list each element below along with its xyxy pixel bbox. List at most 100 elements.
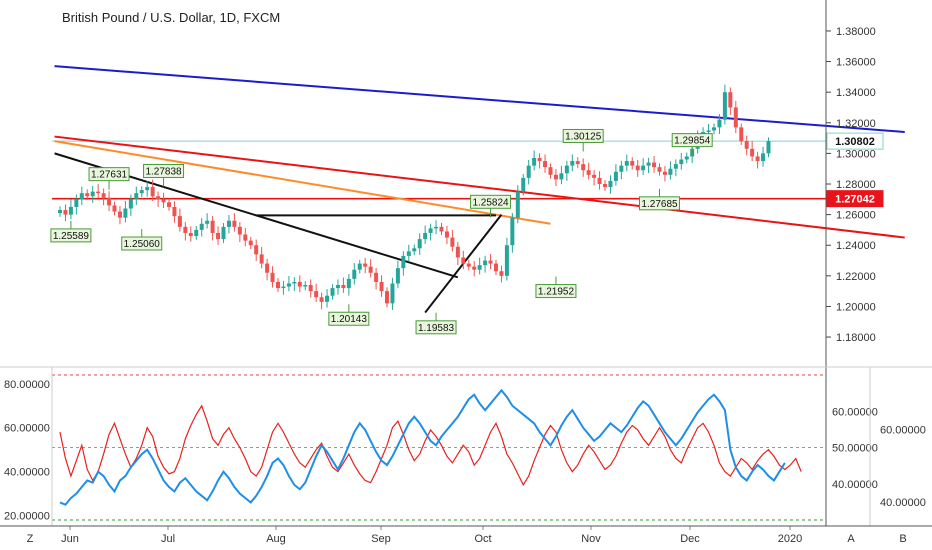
candle[interactable] bbox=[739, 123, 744, 145]
candle[interactable] bbox=[417, 233, 422, 255]
candle[interactable] bbox=[510, 212, 515, 253]
candle[interactable] bbox=[183, 222, 188, 241]
candle[interactable] bbox=[363, 257, 368, 274]
candle[interactable] bbox=[374, 268, 379, 290]
candle[interactable] bbox=[292, 277, 297, 291]
candle[interactable] bbox=[237, 222, 242, 243]
candle[interactable] bbox=[150, 179, 155, 201]
indicator-series-line[interactable] bbox=[59, 388, 786, 506]
candle[interactable] bbox=[444, 225, 449, 245]
candle[interactable] bbox=[564, 160, 569, 181]
candle[interactable] bbox=[521, 174, 526, 196]
candle[interactable] bbox=[101, 188, 106, 206]
candle[interactable] bbox=[319, 292, 324, 310]
candle[interactable] bbox=[450, 230, 455, 252]
candle[interactable] bbox=[96, 184, 101, 198]
candle[interactable] bbox=[466, 259, 471, 271]
candle[interactable] bbox=[428, 223, 433, 241]
candle[interactable] bbox=[412, 244, 417, 256]
candle[interactable] bbox=[548, 163, 553, 179]
candle[interactable] bbox=[286, 275, 291, 292]
trend-line[interactable] bbox=[54, 65, 905, 133]
candle[interactable] bbox=[646, 157, 651, 174]
candle[interactable] bbox=[243, 227, 248, 247]
candle[interactable] bbox=[254, 239, 259, 261]
candle[interactable] bbox=[276, 278, 280, 292]
candle[interactable] bbox=[352, 263, 357, 285]
candle[interactable] bbox=[722, 84, 727, 125]
candle[interactable] bbox=[717, 114, 722, 134]
candle[interactable] bbox=[248, 236, 253, 250]
candle[interactable] bbox=[270, 266, 275, 288]
candle[interactable] bbox=[188, 226, 193, 242]
candle[interactable] bbox=[603, 180, 607, 191]
candle[interactable] bbox=[537, 153, 542, 169]
candle[interactable] bbox=[314, 283, 319, 302]
candle[interactable] bbox=[68, 199, 73, 220]
candle[interactable] bbox=[455, 242, 460, 265]
candle[interactable] bbox=[357, 259, 362, 274]
indicator-series-line[interactable] bbox=[59, 404, 802, 487]
candle[interactable] bbox=[205, 213, 210, 229]
candle[interactable] bbox=[145, 181, 150, 197]
candle[interactable] bbox=[526, 159, 531, 185]
candle[interactable] bbox=[90, 185, 95, 203]
candle[interactable] bbox=[232, 213, 237, 232]
candle[interactable] bbox=[744, 135, 749, 156]
candle[interactable] bbox=[156, 191, 161, 207]
candle[interactable] bbox=[728, 87, 733, 115]
candle[interactable] bbox=[559, 165, 564, 185]
candle[interactable] bbox=[177, 208, 182, 232]
candle[interactable] bbox=[575, 157, 580, 168]
candle[interactable] bbox=[63, 204, 68, 222]
trend-line[interactable] bbox=[54, 140, 551, 225]
candle[interactable] bbox=[624, 154, 629, 172]
candle[interactable] bbox=[265, 258, 270, 281]
candle[interactable] bbox=[581, 158, 586, 177]
candle[interactable] bbox=[635, 159, 640, 177]
candle[interactable] bbox=[608, 175, 613, 194]
bottom-button-a[interactable]: A bbox=[847, 533, 855, 545]
candle[interactable] bbox=[335, 279, 340, 295]
candle[interactable] bbox=[619, 160, 624, 180]
candle[interactable] bbox=[439, 223, 444, 236]
candle[interactable] bbox=[281, 280, 286, 295]
candle[interactable] bbox=[199, 218, 204, 237]
candle[interactable] bbox=[504, 237, 509, 281]
candle[interactable] bbox=[161, 192, 166, 209]
candle[interactable] bbox=[662, 166, 667, 182]
candle[interactable] bbox=[684, 152, 689, 164]
candle[interactable] bbox=[477, 257, 482, 275]
candle[interactable] bbox=[532, 150, 537, 171]
candle[interactable] bbox=[733, 100, 738, 134]
bottom-button-b[interactable]: B bbox=[899, 533, 906, 545]
candle[interactable] bbox=[461, 250, 466, 270]
candle[interactable] bbox=[668, 161, 673, 180]
candle[interactable] bbox=[368, 259, 373, 278]
candle[interactable] bbox=[641, 158, 646, 175]
candle[interactable] bbox=[85, 189, 90, 201]
candle[interactable] bbox=[766, 137, 771, 158]
candle[interactable] bbox=[390, 277, 395, 310]
trend-line[interactable] bbox=[54, 135, 905, 239]
candle[interactable] bbox=[434, 220, 439, 235]
candle[interactable] bbox=[401, 251, 406, 276]
candle[interactable] bbox=[586, 162, 591, 180]
candle[interactable] bbox=[592, 170, 597, 186]
candle[interactable] bbox=[755, 151, 760, 169]
candle[interactable] bbox=[553, 169, 558, 186]
candle[interactable] bbox=[325, 289, 330, 308]
candle[interactable] bbox=[494, 259, 498, 276]
candle[interactable] bbox=[79, 186, 84, 205]
candle[interactable] bbox=[657, 163, 662, 176]
candle[interactable] bbox=[210, 215, 215, 241]
candle[interactable] bbox=[395, 260, 400, 289]
candle[interactable] bbox=[107, 191, 112, 212]
candle[interactable] bbox=[346, 274, 351, 296]
candle[interactable] bbox=[330, 284, 335, 300]
candle[interactable] bbox=[483, 255, 488, 273]
candle[interactable] bbox=[712, 123, 716, 135]
candle[interactable] bbox=[58, 206, 62, 217]
candle[interactable] bbox=[303, 281, 308, 291]
